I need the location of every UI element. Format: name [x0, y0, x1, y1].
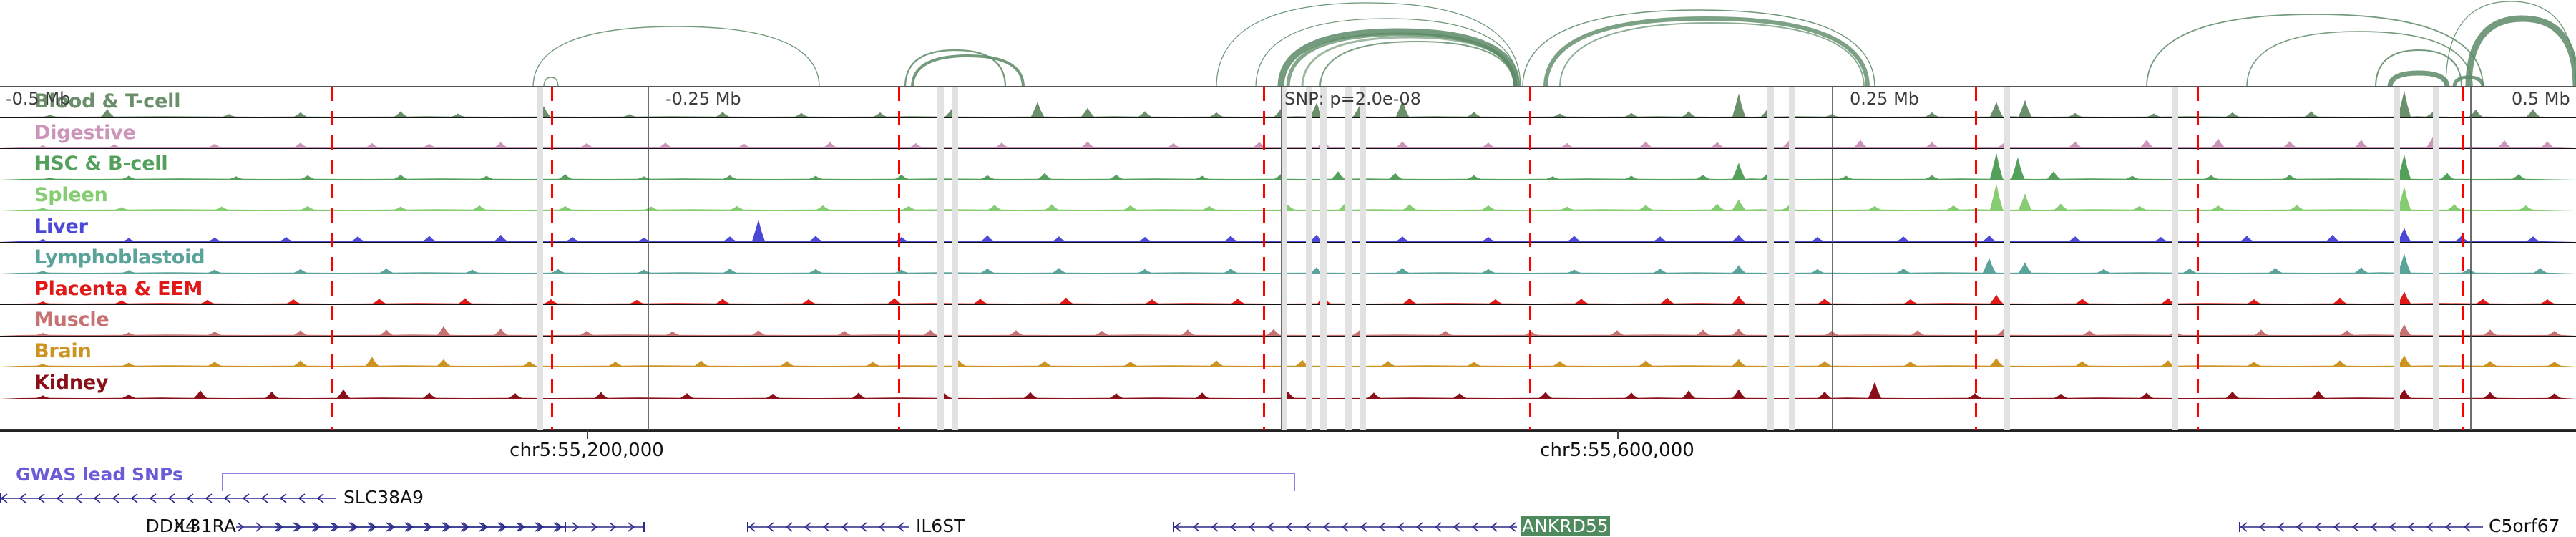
track-label: Kidney	[34, 372, 109, 395]
gene-name-label[interactable]: SLC38A9	[343, 487, 424, 508]
signal-track[interactable]: Spleen	[0, 180, 2576, 212]
interaction-arc	[532, 26, 820, 87]
signal-fill	[0, 324, 2576, 336]
signal-profile	[0, 291, 2576, 305]
track-label: Lymphoblastoid	[34, 246, 205, 269]
gene-name-label[interactable]: ANKRD55	[1521, 516, 1610, 536]
track-label: Muscle	[34, 309, 109, 332]
track-label: Liver	[34, 215, 88, 238]
interaction-arc	[2387, 70, 2450, 87]
ruler-tick-label: 0.25 Mb	[1850, 89, 1920, 109]
signal-track[interactable]: Kidney	[0, 367, 2576, 399]
signal-track[interactable]: Digestive	[0, 118, 2576, 150]
gene-track-item[interactable]: C5orf67	[0, 516, 2576, 536]
signal-track[interactable]: Brain	[0, 337, 2576, 368]
signal-track[interactable]: Liver	[0, 211, 2576, 243]
gwas-span-tick	[222, 473, 224, 491]
gene-name-label[interactable]: IL6ST	[916, 516, 965, 536]
coordinate-axis: chr5:55,200,000 chr5:55,600,000	[0, 430, 2576, 467]
track-label: Spleen	[34, 183, 108, 206]
interaction-arc	[1255, 18, 1519, 87]
interaction-arc	[1522, 9, 1875, 87]
signal-fill	[0, 382, 2576, 399]
signal-profile	[0, 153, 2576, 180]
interaction-arc	[2445, 1, 2576, 87]
signal-track[interactable]: Placenta & EEM	[0, 274, 2576, 306]
chromatin-interaction-arcs	[0, 0, 2576, 87]
signal-track-stack: Blood & T-cell Digestive HSC & B-cell Splee…	[0, 86, 2576, 430]
gene-name-label[interactable]: IL31RA	[174, 516, 236, 536]
interaction-arc	[1319, 40, 1515, 87]
signal-track[interactable]: Blood & T-cell	[0, 87, 2576, 118]
track-label: Brain	[34, 339, 92, 362]
gwas-span-tick	[1294, 473, 1296, 491]
interaction-arc	[2146, 14, 2484, 87]
gene-strand-arrows	[275, 522, 566, 532]
axis-coordinate-label: chr5:55,200,000	[509, 440, 664, 461]
signal-fill	[0, 253, 2576, 274]
signal-profile	[0, 219, 2576, 242]
signal-profile	[0, 324, 2576, 336]
gene-strand-arrows	[747, 522, 909, 532]
track-label: Digestive	[34, 121, 136, 144]
axis-coordinate-label: chr5:55,600,000	[1540, 440, 1694, 461]
axis-tick	[587, 430, 588, 439]
ruler-tick-label: SNP: p=2.0e-08	[1284, 89, 1421, 109]
interaction-arc	[911, 54, 1025, 87]
signal-track[interactable]: HSC & B-cell	[0, 149, 2576, 180]
gene-strand-arrows	[0, 493, 336, 503]
signal-profile	[0, 137, 2576, 149]
signal-fill	[0, 153, 2576, 180]
interaction-arc	[2375, 49, 2462, 87]
interaction-arc	[1559, 21, 1865, 87]
signal-fill	[0, 355, 2576, 367]
signal-fill	[0, 183, 2576, 211]
track-label: HSC & B-cell	[34, 153, 168, 175]
gene-track-item[interactable]: IL31RA	[0, 516, 2576, 536]
gwas-lead-snps-label: GWAS lead SNPs	[16, 464, 183, 485]
interaction-arc	[543, 77, 559, 87]
track-label: Placenta & EEM	[34, 277, 203, 300]
signal-profile	[0, 355, 2576, 367]
gene-track-item[interactable]: SLC38A9	[0, 487, 2576, 508]
interaction-arc	[1216, 2, 1521, 87]
annotation-panel: GWAS lead SNPs SLC38A9 DDX4 IL31RA IL6ST ANK…	[0, 464, 2576, 537]
ruler-tick-label: 0.5 Mb	[2512, 89, 2570, 109]
track-label: Blood & T-cell	[34, 90, 181, 113]
interaction-arc	[1277, 28, 1521, 87]
interaction-arc	[1301, 36, 1517, 87]
signal-profile	[0, 253, 2576, 274]
signal-profile	[0, 183, 2576, 211]
signal-fill	[0, 291, 2576, 305]
gwas-span-line	[222, 473, 1295, 475]
gene-name-label[interactable]: DDX4	[145, 516, 197, 536]
ruler-tick-label: -0.25 Mb	[665, 89, 741, 109]
gene-name-label[interactable]: C5orf67	[2489, 516, 2560, 536]
signal-track[interactable]: Muscle	[0, 305, 2576, 337]
interaction-arc	[1543, 16, 1870, 87]
interaction-arc	[2246, 31, 2473, 87]
signal-track[interactable]: Lymphoblastoid	[0, 243, 2576, 274]
axis-line	[0, 430, 2576, 432]
arc-canvas	[532, 1, 2576, 87]
gene-track-item[interactable]: ANKRD55	[0, 516, 2576, 536]
axis-tick	[1617, 430, 1619, 439]
signal-fill	[0, 137, 2576, 149]
signal-profile	[0, 382, 2576, 399]
interaction-arc	[904, 49, 1007, 87]
gene-strand-arrows	[2239, 522, 2483, 532]
gene-strand-arrows	[1173, 522, 1517, 532]
ruler-tick-label: -0.5 Mb	[6, 89, 71, 109]
gene-track-item[interactable]: IL6ST	[0, 516, 2576, 536]
signal-fill	[0, 219, 2576, 242]
interaction-arc	[2465, 15, 2576, 87]
